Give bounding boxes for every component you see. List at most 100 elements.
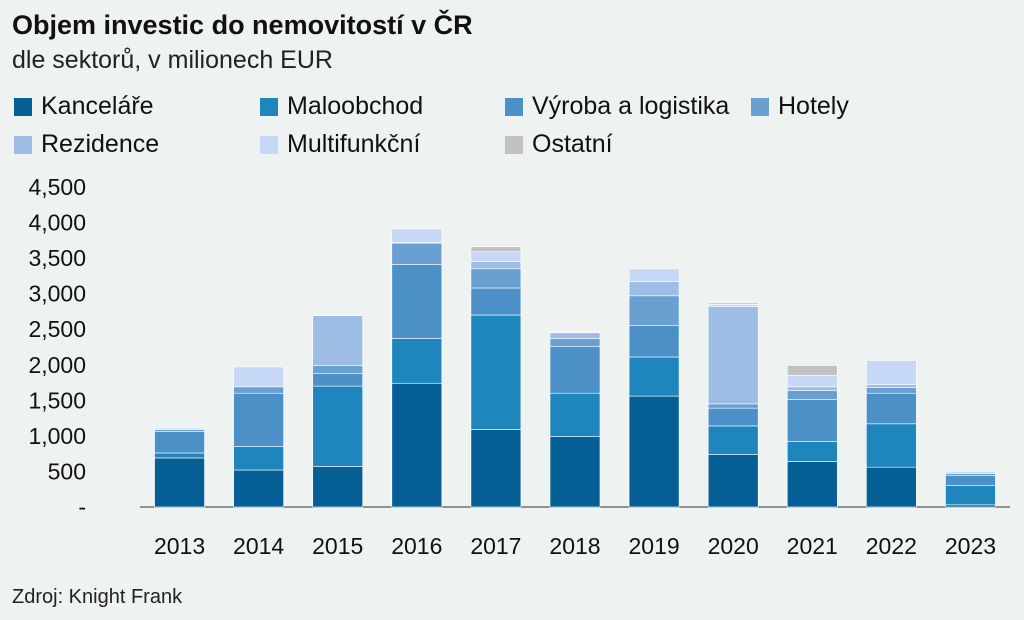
bar-segment bbox=[549, 331, 601, 334]
bar-segment bbox=[154, 427, 205, 430]
bar-segment bbox=[707, 306, 759, 405]
bar-segment bbox=[628, 325, 680, 358]
bar-segment bbox=[866, 392, 917, 425]
bar-segment bbox=[549, 392, 601, 437]
y-tick-label: - bbox=[78, 494, 86, 520]
legend-swatch bbox=[260, 135, 278, 154]
bar-segment bbox=[470, 268, 522, 289]
x-tick-label: 2013 bbox=[154, 533, 205, 559]
bar-segment bbox=[470, 429, 522, 508]
bar-segment bbox=[233, 366, 284, 388]
legend-swatch bbox=[14, 135, 32, 154]
x-tick-label: 2022 bbox=[866, 533, 917, 559]
legend-swatch bbox=[14, 97, 32, 116]
y-tick-label: 4,000 bbox=[28, 210, 86, 236]
bar-segment bbox=[866, 384, 917, 388]
legend-item-multifunkcni: Multifunkční bbox=[260, 130, 420, 159]
x-tick-label: 2016 bbox=[391, 533, 442, 559]
bar-segment bbox=[707, 407, 759, 427]
legend-item-kancelare: Kanceláře bbox=[14, 92, 154, 121]
legend-swatch bbox=[505, 97, 523, 116]
bar-segment bbox=[549, 345, 601, 394]
bar-segment bbox=[470, 246, 522, 253]
bar-segment bbox=[154, 429, 205, 432]
bar-segment bbox=[707, 403, 759, 409]
y-tick-label: 1,500 bbox=[28, 387, 86, 413]
y-tick-label: 4,500 bbox=[28, 174, 86, 200]
bar-segment bbox=[866, 466, 917, 508]
bar-segment bbox=[312, 466, 364, 508]
bar-segment bbox=[549, 436, 601, 508]
y-tick-label: 3,000 bbox=[28, 281, 86, 307]
bar-segment bbox=[628, 395, 680, 508]
x-tick-label: 2017 bbox=[470, 533, 521, 559]
legend-label: Multifunkční bbox=[287, 130, 421, 158]
legend-label: Hotely bbox=[778, 92, 849, 120]
legend-item-ostatni: Ostatní bbox=[505, 130, 613, 159]
bar-segment bbox=[312, 373, 364, 387]
bar-segment bbox=[391, 228, 443, 243]
bar-segment bbox=[786, 461, 838, 508]
bar-segment bbox=[154, 452, 205, 459]
x-tick-label: 2021 bbox=[787, 533, 838, 559]
bar-segment bbox=[707, 454, 759, 508]
chart-legend: Kanceláře Maloobchod Výroba a logistika … bbox=[14, 92, 1014, 172]
bar-segment bbox=[233, 446, 284, 471]
bar-segment bbox=[945, 471, 996, 474]
legend-item-hotely: Hotely bbox=[751, 92, 849, 121]
chart-subtitle: dle sektorů, v milionech EUR bbox=[12, 46, 333, 74]
bar-segment bbox=[233, 392, 284, 447]
bar-segment bbox=[154, 431, 205, 454]
legend-swatch bbox=[505, 135, 523, 154]
bar-segment bbox=[786, 375, 838, 388]
bar-segment bbox=[391, 382, 443, 508]
bar-segment bbox=[312, 385, 364, 467]
bar-segment bbox=[470, 314, 522, 430]
legend-swatch bbox=[260, 97, 278, 116]
bar-segment bbox=[233, 386, 284, 394]
bar-segment bbox=[707, 302, 759, 305]
bar-segment bbox=[233, 469, 284, 508]
bar-segment bbox=[154, 457, 205, 508]
bar-segment bbox=[549, 332, 601, 339]
bar-segment bbox=[391, 242, 443, 265]
bar-segment bbox=[786, 441, 838, 462]
bar-segment bbox=[470, 261, 522, 270]
bar-segment bbox=[866, 387, 917, 394]
y-tick-label: 2,000 bbox=[28, 352, 86, 378]
legend-label: Rezidence bbox=[41, 130, 160, 158]
y-tick-label: 2,500 bbox=[28, 316, 86, 342]
x-tick-label: 2018 bbox=[549, 533, 600, 559]
legend-item-maloobchod: Maloobchod bbox=[260, 92, 423, 121]
legend-label: Ostatní bbox=[532, 130, 613, 158]
legend-label: Kanceláře bbox=[41, 92, 154, 120]
x-tick-label: 2014 bbox=[233, 533, 284, 559]
bar-segment bbox=[470, 251, 522, 262]
x-tick-label: 2015 bbox=[312, 533, 363, 559]
y-tick-label: 1,000 bbox=[28, 423, 86, 449]
bar-segment bbox=[312, 365, 364, 374]
bar-segment bbox=[628, 268, 680, 282]
bar-segment bbox=[945, 473, 996, 477]
bar-segment bbox=[866, 360, 917, 385]
stacked-bar-chart: - 500 1,000 1,500 2,000 2,500 3,000 3,500 4,000 4… bbox=[28, 174, 1010, 559]
legend-item-rezidence: Rezidence bbox=[14, 130, 159, 159]
bar-segment bbox=[945, 485, 996, 506]
x-tick-label: 2019 bbox=[629, 533, 680, 559]
bar-segment bbox=[786, 390, 838, 400]
bar-segment bbox=[549, 338, 601, 347]
x-tick-label: 2023 bbox=[945, 533, 996, 559]
bar-segment bbox=[391, 338, 443, 384]
bar-segment bbox=[786, 365, 838, 376]
x-tick-label: 2020 bbox=[708, 533, 759, 559]
bar-segment bbox=[786, 399, 838, 442]
y-tick-label: 3,500 bbox=[28, 245, 86, 271]
bar-segment bbox=[391, 264, 443, 339]
legend-label: Výroba a logistika bbox=[532, 92, 730, 120]
legend-item-vyroba-logistika: Výroba a logistika bbox=[505, 92, 729, 121]
bar-segment bbox=[312, 315, 364, 366]
y-tick-label: 500 bbox=[48, 458, 86, 484]
chart-title: Objem investic do nemovitostí v ČR bbox=[12, 10, 473, 40]
bar-segment bbox=[945, 475, 996, 486]
legend-swatch bbox=[751, 97, 769, 116]
